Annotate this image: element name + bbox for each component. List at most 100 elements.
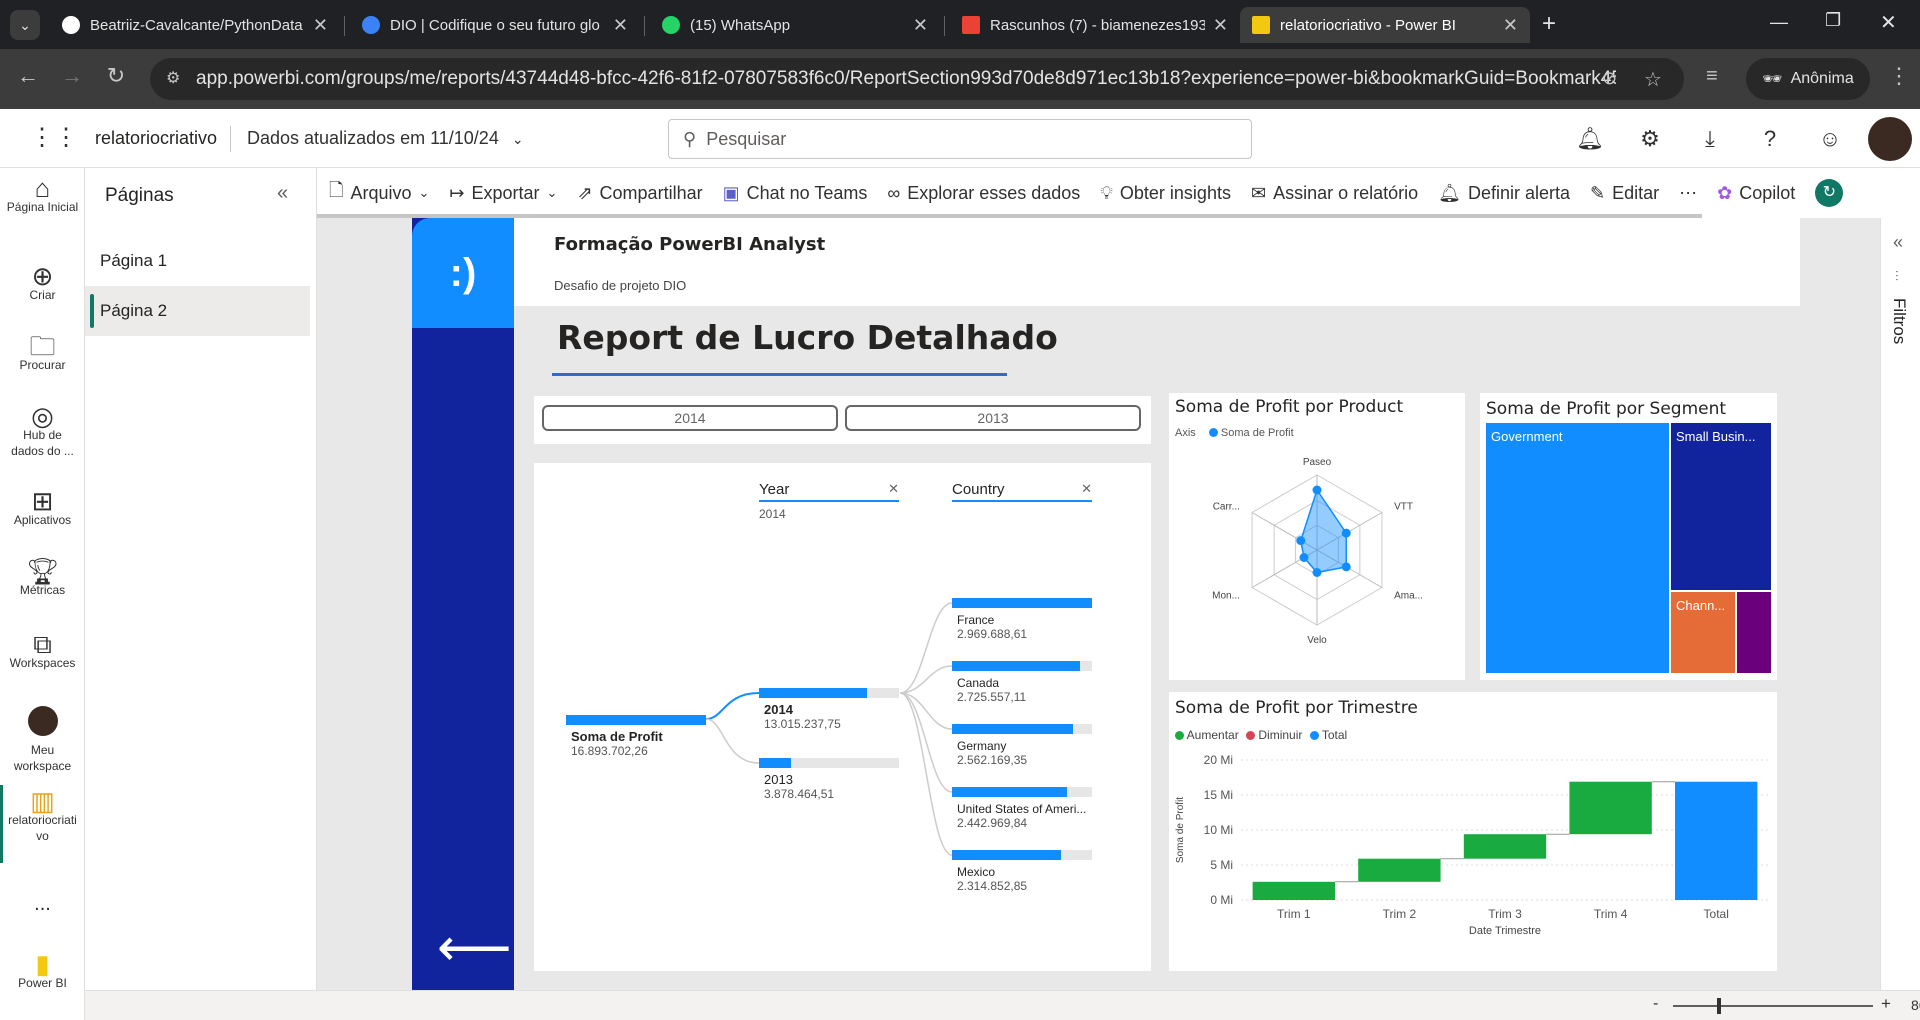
decomp-col-country[interactable]: Country ✕ bbox=[952, 481, 1092, 502]
search-input[interactable]: ⚲ Pesquisar bbox=[668, 119, 1252, 159]
eye-off-icon[interactable]: ⊘ bbox=[1602, 68, 1618, 88]
decomp-country-value: 2.314.852,85 bbox=[957, 879, 1028, 893]
teams-button[interactable]: ▣ Chat no Teams bbox=[722, 182, 868, 203]
new-tab-button[interactable]: + bbox=[1542, 10, 1557, 37]
decomp-year-bar[interactable] bbox=[759, 688, 867, 698]
close-window-button[interactable]: ✕ bbox=[1880, 12, 1897, 34]
decomp-country-bar[interactable] bbox=[952, 787, 1067, 797]
collapse-pages-icon[interactable]: « bbox=[277, 182, 289, 204]
zoom-slider[interactable] bbox=[1673, 1005, 1873, 1007]
browser-tab-active[interactable]: relatoriocriativo - Power BI ✕ bbox=[1240, 7, 1530, 43]
decomp-root-bar[interactable] bbox=[566, 715, 706, 725]
workspaces-icon: ⧉ bbox=[33, 629, 52, 659]
exportar-button[interactable]: ↦ Exportar ⌄ bbox=[449, 182, 558, 203]
slicer-option[interactable]: 2013 bbox=[845, 405, 1141, 431]
page-item[interactable]: Página 1 bbox=[100, 251, 168, 270]
nav-apps[interactable]: ⊞ Aplicativos bbox=[0, 488, 85, 528]
app-launcher-icon[interactable]: ⋮⋮ bbox=[30, 124, 78, 151]
waterfall-bar[interactable] bbox=[1675, 781, 1758, 900]
report-name[interactable]: relatoriocriativo bbox=[95, 128, 218, 148]
reload-icon[interactable]: ↻ bbox=[106, 63, 126, 88]
close-icon[interactable]: ✕ bbox=[1081, 481, 1092, 496]
decomp-col-year[interactable]: Year ✕ bbox=[759, 481, 899, 502]
browser-tab[interactable]: DIO | Codifique o seu futuro glo ✕ bbox=[350, 7, 640, 43]
teams-icon: ▣ bbox=[722, 182, 740, 203]
refresh-icon[interactable]: ↻ bbox=[1815, 179, 1844, 207]
decomp-year-bar[interactable] bbox=[759, 758, 791, 768]
arquivo-button[interactable]: 🗋 Arquivo ⌄ bbox=[329, 178, 429, 208]
editar-button[interactable]: ✎ Editar bbox=[1590, 182, 1660, 203]
download-icon[interactable]: ⤓ bbox=[1705, 126, 1715, 151]
close-icon[interactable]: ✕ bbox=[312, 14, 328, 35]
nav-workspaces[interactable]: ⧉ Workspaces bbox=[0, 629, 85, 671]
assinar-button[interactable]: ✉ Assinar o relatório bbox=[1250, 182, 1419, 203]
media-icon[interactable]: ≡ bbox=[1706, 65, 1718, 87]
waterfall-bar[interactable] bbox=[1252, 881, 1335, 900]
page-item-active[interactable]: Página 2 bbox=[85, 286, 310, 336]
treemap-tile-government[interactable]: Government bbox=[1486, 423, 1669, 673]
menu-icon[interactable]: ⋮ bbox=[1888, 63, 1910, 88]
nav-my-workspace[interactable]: Meu workspace bbox=[0, 706, 85, 774]
data-updated-dropdown[interactable]: Dados atualizados em 11/10/24 ⌄ bbox=[247, 128, 524, 149]
waterfall-bar[interactable] bbox=[1358, 858, 1441, 882]
zoom-in-button[interactable]: + bbox=[1881, 994, 1891, 1013]
nav-browse[interactable]: 🗀 Procurar bbox=[0, 333, 85, 373]
powerbi-logo[interactable]: ▮ Power BI bbox=[0, 951, 85, 991]
nav-data-hub[interactable]: ◎ Hub de dados do ... bbox=[0, 403, 85, 459]
explorar-button[interactable]: ∞ Explorar esses dados bbox=[887, 182, 1081, 203]
settings-icon[interactable]: ⚙ bbox=[1640, 126, 1660, 151]
tab-search-button[interactable]: ⌄ bbox=[10, 10, 40, 40]
zoom-out-button[interactable]: - bbox=[1653, 995, 1659, 1012]
zoom-slider-handle[interactable] bbox=[1717, 998, 1721, 1014]
notifications-icon[interactable]: 🔔︎ bbox=[1576, 126, 1604, 151]
nav-more[interactable]: ... bbox=[0, 894, 85, 914]
waterfall-bar[interactable] bbox=[1463, 834, 1547, 859]
decomp-country-bar[interactable] bbox=[952, 598, 1092, 608]
back-arrow-icon[interactable]: ⟵ bbox=[437, 919, 512, 977]
nav-create[interactable]: ⊕ Criar bbox=[0, 263, 85, 303]
waterfall-chart[interactable]: 0 Mi 5 Mi 10 Mi 15 Mi 20 Mi Soma de Profit Tri… bbox=[1169, 742, 1777, 971]
incognito-profile[interactable]: 🕶 Anônima bbox=[1746, 58, 1870, 100]
treemap-tile-other[interactable] bbox=[1737, 592, 1771, 673]
decomp-country-label: Mexico bbox=[957, 865, 996, 879]
feedback-icon[interactable]: ☺ bbox=[1818, 126, 1842, 151]
restore-button[interactable]: ❐ bbox=[1825, 10, 1842, 30]
star-icon[interactable]: ☆ bbox=[1644, 69, 1662, 91]
forward-icon[interactable]: → bbox=[61, 63, 83, 88]
slicer-option[interactable]: 2014 bbox=[542, 405, 838, 431]
close-icon[interactable]: ✕ bbox=[888, 481, 899, 496]
browser-tab[interactable]: Rascunhos (7) - biamenezes193 ✕ bbox=[950, 7, 1240, 43]
help-icon[interactable]: ? bbox=[1763, 126, 1777, 151]
close-icon[interactable]: ✕ bbox=[1212, 14, 1228, 35]
site-settings-icon[interactable]: ⚙ bbox=[166, 70, 181, 87]
decomp-country-bar[interactable] bbox=[952, 724, 1073, 734]
decomp-country-bar[interactable] bbox=[952, 850, 1061, 860]
decomp-year-track bbox=[759, 758, 899, 768]
compartilhar-button[interactable]: ⇗ Compartilhar bbox=[577, 182, 703, 203]
minimize-button[interactable]: — bbox=[1770, 12, 1788, 32]
nav-metrics[interactable]: 🏆︎ Métricas bbox=[0, 558, 85, 598]
close-icon[interactable]: ✕ bbox=[912, 14, 928, 35]
insights-button[interactable]: 💡︎ Obter insights bbox=[1100, 182, 1231, 203]
close-icon[interactable]: ✕ bbox=[1502, 14, 1518, 35]
expand-filters-icon[interactable]: « bbox=[1893, 232, 1904, 252]
alerta-button[interactable]: 🔔︎ Definir alerta bbox=[1438, 182, 1571, 203]
toolbar-scrollbar[interactable] bbox=[317, 214, 1702, 218]
more-options-button[interactable]: ⋯ bbox=[1679, 182, 1698, 203]
url-input[interactable]: ⚙ app.powerbi.com/groups/me/reports/4374… bbox=[150, 58, 1684, 100]
nav-current-report[interactable]: ▥ relatoriocriativo bbox=[0, 785, 85, 865]
browser-tab[interactable]: Beatriiz-Cavalcante/PythonData ✕ bbox=[50, 7, 340, 43]
nav-home[interactable]: ⌂ Página Inicial bbox=[0, 175, 85, 215]
radar-chart[interactable]: Paseo VTT Ama... Velo Mon... Carr... bbox=[1169, 443, 1465, 680]
decomp-country-bar[interactable] bbox=[952, 661, 1080, 671]
filters-pane[interactable]: « ⫶ Filtros bbox=[1880, 218, 1920, 990]
treemap-tile-channel[interactable]: Chann... bbox=[1671, 592, 1735, 673]
browser-tab[interactable]: (15) WhatsApp ✕ bbox=[650, 7, 940, 43]
radar-point bbox=[1312, 568, 1322, 577]
copilot-button[interactable]: ✿ Copilot bbox=[1717, 182, 1796, 203]
treemap-tile-small-business[interactable]: Small Busin... bbox=[1671, 423, 1771, 590]
waterfall-bar[interactable] bbox=[1569, 781, 1652, 835]
close-icon[interactable]: ✕ bbox=[612, 14, 628, 35]
back-icon[interactable]: ← bbox=[17, 63, 39, 88]
account-avatar[interactable] bbox=[1868, 117, 1912, 161]
